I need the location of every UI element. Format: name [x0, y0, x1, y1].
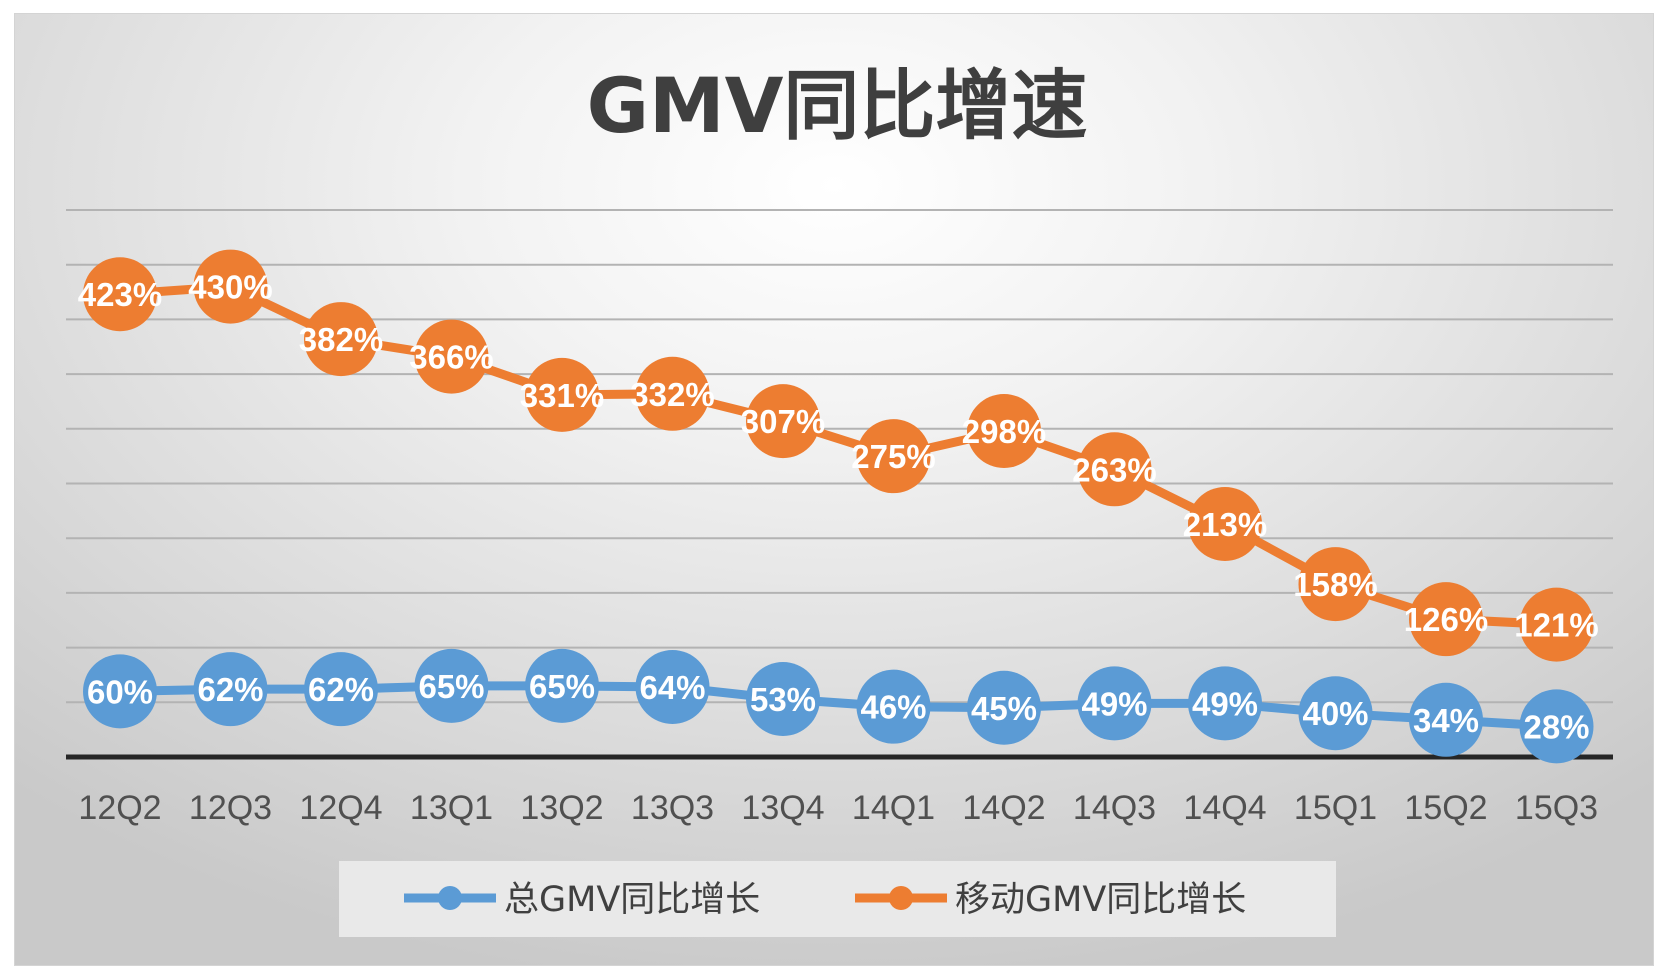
series-2: 423% 430% 382% 366% 331% 332% 307% 275% 298% 263%…: [78, 249, 1599, 662]
data-point: [1519, 587, 1594, 662]
legend-box: [339, 861, 1336, 937]
legend-marker: [438, 886, 462, 910]
x-tick-label: 13Q1: [410, 789, 493, 827]
data-label: 298%: [962, 413, 1046, 450]
data-point: [414, 319, 489, 394]
x-tick-label: 14Q2: [962, 789, 1045, 827]
legend-item: 总GMV同比增长: [404, 880, 760, 920]
data-label: 423%: [78, 276, 162, 313]
data-point: [1188, 666, 1262, 741]
data-label: 49%: [1081, 685, 1147, 722]
data-label: 332%: [630, 376, 714, 413]
x-tick-label: 12Q3: [189, 789, 272, 827]
data-point: [83, 654, 157, 729]
data-point: [856, 669, 931, 744]
x-tick-label: 14Q3: [1073, 789, 1156, 827]
x-tick-label: 13Q2: [520, 789, 603, 827]
data-label: 46%: [860, 689, 926, 726]
legend-label: 移动GMV同比增长: [955, 880, 1246, 920]
x-tick-label: 15Q1: [1294, 789, 1377, 827]
data-label: 28%: [1523, 708, 1589, 745]
data-label: 126%: [1404, 601, 1488, 638]
data-point: [635, 649, 710, 724]
data-point: [1298, 547, 1373, 622]
x-tick-label: 15Q3: [1515, 789, 1598, 827]
data-label: 40%: [1302, 695, 1368, 732]
data-point: [304, 652, 378, 727]
data-point: [1409, 682, 1483, 757]
data-point: [525, 648, 599, 723]
data-label: 53%: [750, 681, 816, 718]
data-point: [193, 249, 268, 324]
data-point: [414, 648, 489, 723]
data-label: 62%: [308, 671, 374, 708]
data-point: [1519, 689, 1594, 764]
data-point: [1409, 582, 1483, 657]
legend-label: 总GMV同比增长: [504, 880, 760, 920]
data-label: 275%: [851, 438, 935, 475]
x-tick-label: 13Q4: [741, 789, 824, 827]
data-label: 213%: [1183, 506, 1267, 543]
x-tick-label: 14Q4: [1183, 789, 1266, 827]
data-point: [304, 302, 378, 377]
data-label: 49%: [1192, 685, 1258, 722]
chart-title: GMV同比增速: [587, 61, 1088, 150]
data-label: 430%: [188, 269, 272, 306]
chart-area: [14, 13, 1654, 966]
data-label: 307%: [741, 403, 825, 440]
legend-item: 移动GMV同比增长: [855, 880, 1246, 920]
data-point: [525, 357, 599, 432]
data-label: 263%: [1072, 451, 1156, 488]
data-label: 62%: [197, 671, 263, 708]
data-label: 60%: [87, 673, 153, 710]
data-label: 366%: [409, 339, 493, 376]
data-point: [967, 670, 1041, 745]
x-tick-label: 15Q2: [1404, 789, 1487, 827]
data-point: [1188, 486, 1262, 561]
data-point: [856, 419, 931, 494]
data-label: 45%: [971, 690, 1037, 727]
data-point: [1077, 432, 1152, 507]
data-point: [746, 384, 820, 459]
series-1: 60% 62% 62% 65% 65% 64% 53% 46% 45% 49% 49% 40% 34% 2…: [83, 648, 1594, 764]
x-axis-tick-labels: 12Q2 12Q3 12Q4 13Q1 13Q2 13Q3 13Q4 14Q1 14Q2 14Q3…: [78, 789, 1598, 827]
data-label: 34%: [1413, 702, 1479, 739]
gridlines: [66, 209, 1613, 704]
x-tick-label: 12Q2: [78, 789, 161, 827]
data-label: 158%: [1293, 566, 1377, 603]
data-label: 382%: [299, 321, 383, 358]
legend-marker: [889, 886, 913, 910]
data-point: [193, 652, 268, 727]
x-tick-label: 13Q3: [631, 789, 714, 827]
x-tick-label: 14Q1: [852, 789, 935, 827]
data-label: 121%: [1514, 607, 1598, 644]
data-point: [1298, 676, 1373, 751]
data-label: 64%: [639, 669, 705, 706]
data-point: [967, 393, 1041, 468]
data-label: 65%: [418, 668, 484, 705]
data-point: [83, 257, 157, 332]
data-point: [635, 356, 710, 431]
data-point: [746, 662, 820, 737]
data-label: 331%: [520, 377, 604, 414]
x-tick-label: 12Q4: [299, 789, 382, 827]
series-layer: 60% 62% 62% 65% 65% 64% 53% 46% 45% 49% 49% 40% 34% 2…: [78, 249, 1599, 764]
data-label: 65%: [529, 668, 595, 705]
legend: 总GMV同比增长 移动GMV同比增长: [404, 880, 1246, 920]
data-point: [1077, 666, 1152, 741]
